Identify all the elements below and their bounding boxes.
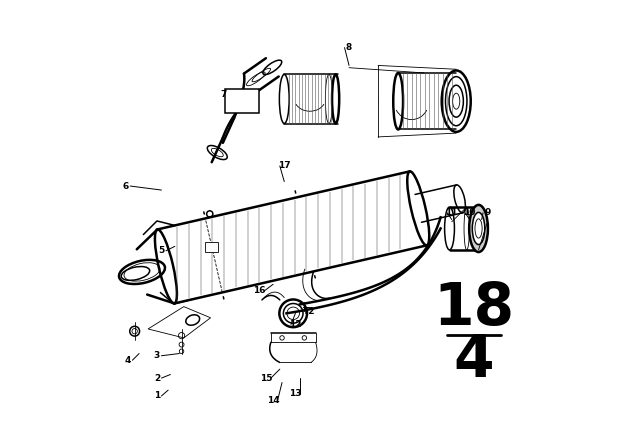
Text: 16: 16 [253,286,266,296]
Text: 9: 9 [484,208,491,217]
Text: 12: 12 [289,320,301,329]
Text: 15: 15 [260,374,273,383]
Text: 3: 3 [154,351,160,360]
Text: 5: 5 [158,246,164,255]
Text: 10: 10 [463,208,476,217]
Bar [225,89,259,113]
Ellipse shape [469,205,488,252]
Ellipse shape [445,77,467,126]
Text: 4: 4 [125,356,131,365]
Text: 4: 4 [454,332,494,389]
Text: 1: 1 [154,392,160,401]
Text: 7: 7 [221,90,227,99]
Text: 8: 8 [346,43,352,52]
Text: 2: 2 [154,374,160,383]
Bar [205,242,218,252]
Text: 14: 14 [267,396,280,405]
Text: 17: 17 [278,161,291,170]
Text: 18: 18 [433,280,515,337]
Text: 6: 6 [123,181,129,190]
Ellipse shape [472,212,484,245]
Polygon shape [148,306,211,338]
Text: T2: T2 [303,306,315,315]
Text: 11: 11 [445,208,458,217]
Text: 13: 13 [289,389,301,398]
